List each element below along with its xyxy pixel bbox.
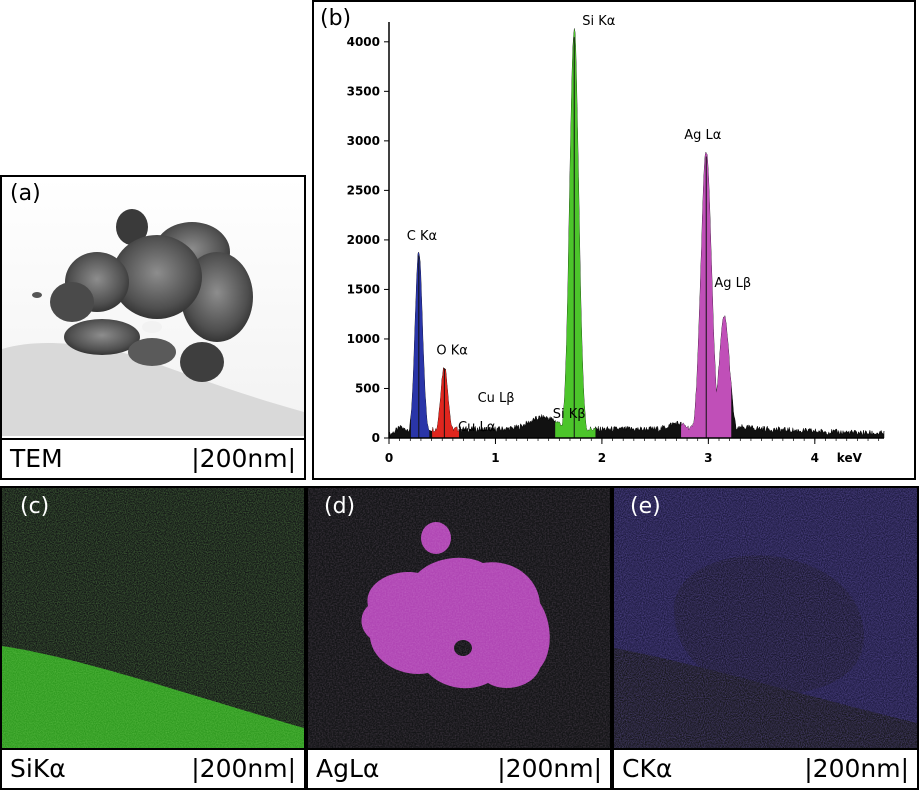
peak-label-cu-lα: Cu Lα bbox=[458, 420, 495, 435]
x-tick-label: 0 bbox=[385, 451, 393, 465]
panel-e-c-map: (e) CKα |200nm| bbox=[612, 486, 919, 790]
panel-c-caption-label: SiKα bbox=[10, 754, 66, 783]
panel-b-spectrum: (b) 0 500 1000 1500 2000 2500 3000 3500 4000 0 1 2 3… bbox=[312, 0, 916, 480]
peak-label-o-kα: O Kα bbox=[436, 344, 467, 359]
panel-b-label: (b) bbox=[320, 6, 352, 31]
panel-d-ag-map: (d) AgLα |200nm| bbox=[306, 486, 612, 790]
peak-label-si-kβ: Si Kβ bbox=[553, 407, 586, 422]
y-tick-label: 500 bbox=[355, 381, 380, 395]
panel-a-scale-bar: |200nm| bbox=[191, 444, 296, 473]
x-tick-label: 2 bbox=[598, 451, 606, 465]
peak-area-c-kα bbox=[410, 252, 430, 438]
peak-label-ag-lβ: Ag Lβ bbox=[714, 276, 751, 291]
spectrum-background-area bbox=[388, 28, 885, 439]
panel-e-scale-bar: |200nm| bbox=[804, 754, 909, 783]
peak-label-cu-lβ: Cu Lβ bbox=[478, 391, 515, 406]
x-tick-label: 3 bbox=[704, 451, 712, 465]
ag-elemental-map bbox=[308, 488, 610, 748]
y-tick-label: 2000 bbox=[347, 233, 380, 247]
x-tick-label: 1 bbox=[491, 451, 499, 465]
peak-area-o-kα bbox=[432, 367, 460, 438]
panel-d-caption-label: AgLα bbox=[316, 754, 380, 783]
panel-a-tem: (a) TEM |200nm| bbox=[0, 175, 306, 480]
y-tick-label: 2500 bbox=[347, 183, 380, 197]
x-tick-label: 4 bbox=[811, 451, 819, 465]
y-tick-label: 1500 bbox=[347, 282, 380, 296]
peak-label-ag-lα: Ag Lα bbox=[684, 128, 721, 143]
y-tick-label: 3500 bbox=[347, 84, 380, 98]
panel-a-label: (a) bbox=[10, 181, 41, 206]
c-elemental-map bbox=[614, 488, 917, 748]
peak-area-si-kα bbox=[555, 28, 596, 439]
panel-d-caption: AgLα |200nm| bbox=[308, 748, 610, 788]
y-tick-label: 1000 bbox=[347, 332, 380, 346]
panel-d-scale-bar: |200nm| bbox=[497, 754, 602, 783]
si-elemental-map bbox=[2, 488, 304, 748]
y-tick-label: 4000 bbox=[347, 35, 380, 49]
tem-image bbox=[2, 177, 304, 436]
panel-c-si-map: (c) SiKα |200nm| bbox=[0, 486, 306, 790]
panel-e-label: (e) bbox=[630, 494, 661, 519]
panel-e-caption: CKα |200nm| bbox=[614, 748, 917, 788]
panel-c-label: (c) bbox=[20, 494, 50, 519]
peak-label-c-kα: C Kα bbox=[407, 229, 437, 244]
panel-c-scale-bar: |200nm| bbox=[191, 754, 296, 783]
panel-a-caption: TEM |200nm| bbox=[2, 438, 304, 478]
nanoparticle-cluster bbox=[32, 209, 253, 382]
panel-a-caption-label: TEM bbox=[10, 444, 63, 473]
y-tick-label: 0 bbox=[372, 431, 380, 445]
y-tick-label: 3000 bbox=[347, 134, 380, 148]
panel-e-caption-label: CKα bbox=[622, 754, 673, 783]
eds-spectrum-chart: 0 500 1000 1500 2000 2500 3000 3500 4000 0 1 2 3 4 keV… bbox=[347, 14, 885, 465]
panel-c-caption: SiKα |200nm| bbox=[2, 748, 304, 788]
x-axis-label: keV bbox=[837, 451, 863, 465]
panel-d-label: (d) bbox=[324, 494, 356, 519]
peak-label-si-kα: Si Kα bbox=[582, 14, 615, 29]
